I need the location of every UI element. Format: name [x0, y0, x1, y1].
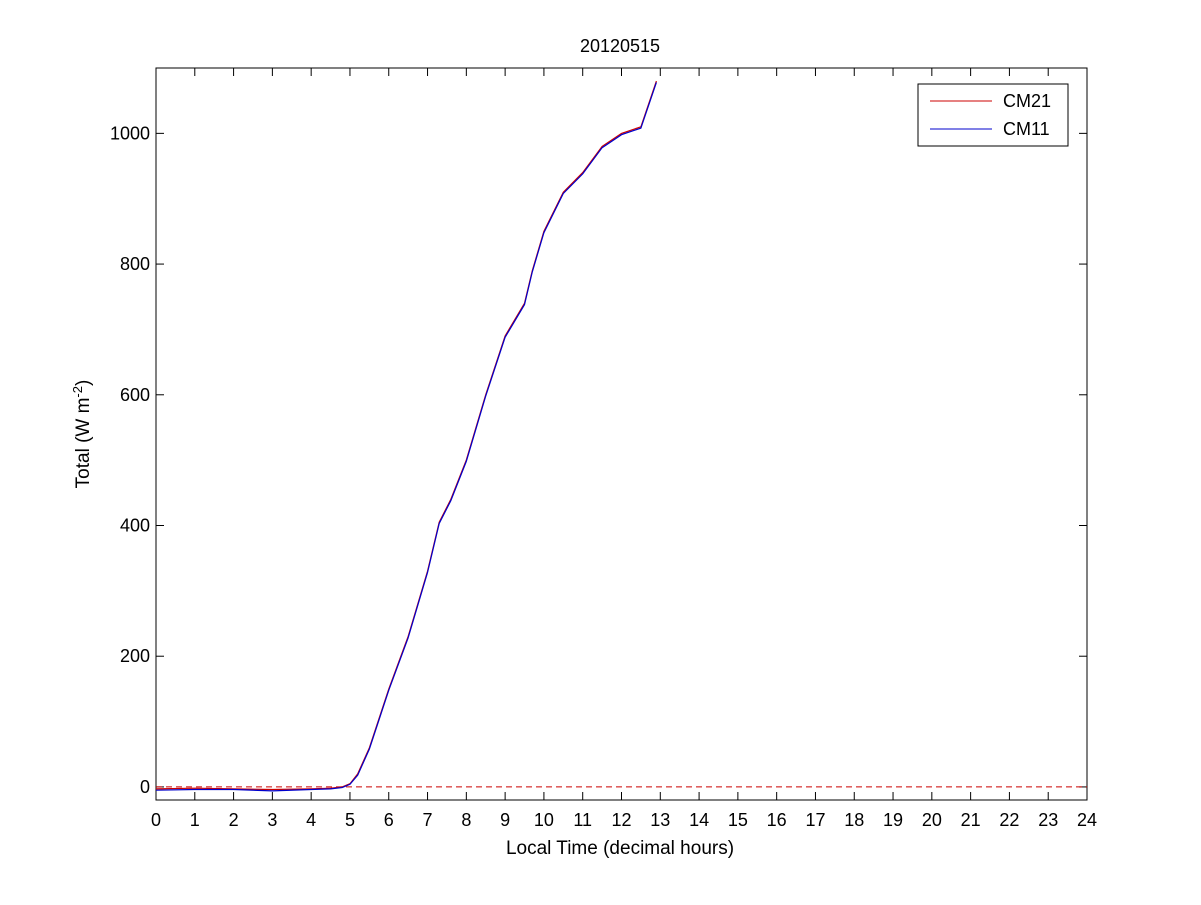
- series-line-cm11: [155, 82, 657, 792]
- series-cm11: [155, 82, 657, 792]
- series-cm21: [155, 80, 657, 791]
- x-tick-label: 4: [306, 810, 316, 830]
- legend-box: [917, 83, 1069, 147]
- series-line-cm21: [155, 80, 657, 791]
- x-tick-label: 24: [1077, 810, 1097, 830]
- axes: 0 1 2 3 4 5 6 7 8 9 10 11 12 13 14 15 16 17 18 19 20 21 22 23 24…: [110, 67, 1097, 830]
- x-tick-label: 3: [267, 810, 277, 830]
- x-tick-label: 2: [229, 810, 239, 830]
- x-tick-label: 10: [534, 810, 554, 830]
- y-axis-label-suffix: ): [73, 380, 94, 386]
- x-tick-label: 23: [1038, 810, 1058, 830]
- y-axis-label-superscript: -2: [70, 386, 85, 398]
- x-tick-label: 20: [922, 810, 942, 830]
- chart-title: 20120515: [580, 36, 660, 56]
- y-axis-label-prefix: Total (W m: [73, 398, 94, 489]
- legend-label-cm11: CM11: [1003, 119, 1050, 139]
- x-tick-label: 12: [611, 810, 631, 830]
- x-tick-label: 14: [689, 810, 709, 830]
- x-tick-label: 21: [961, 810, 981, 830]
- x-tick-label: 7: [423, 810, 433, 830]
- plot-frame: [155, 67, 1088, 801]
- x-tick-label: 0: [151, 810, 161, 830]
- y-axis-label: Total (W m-2): [70, 380, 95, 489]
- y-tick-label: 800: [120, 254, 150, 274]
- x-tick-label: 11: [573, 810, 592, 830]
- y-tick-label: 600: [120, 385, 150, 405]
- x-tick-label: 8: [461, 810, 471, 830]
- y-tick-label: 200: [120, 646, 150, 666]
- x-tick-label: 5: [345, 810, 355, 830]
- x-tick-label: 6: [384, 810, 394, 830]
- series-group: [155, 80, 657, 792]
- x-tick-label: 1: [190, 810, 200, 830]
- legend: CM21 CM11: [917, 83, 1069, 147]
- x-tick-label: 22: [999, 810, 1019, 830]
- x-tick-label: 15: [728, 810, 748, 830]
- y-tick-label: 400: [120, 516, 150, 536]
- y-tick-label: 0: [140, 777, 150, 797]
- x-tick-label: 19: [883, 810, 903, 830]
- x-tick-label: 16: [767, 810, 787, 830]
- legend-label-cm21: CM21: [1003, 91, 1051, 111]
- y-tick-label: 1000: [110, 123, 150, 143]
- x-tick-label: 13: [650, 810, 670, 830]
- x-tick-label: 18: [844, 810, 864, 830]
- x-axis-label: Local Time (decimal hours): [506, 838, 734, 859]
- x-tick-label: 9: [500, 810, 510, 830]
- x-tick-label: 17: [805, 810, 825, 830]
